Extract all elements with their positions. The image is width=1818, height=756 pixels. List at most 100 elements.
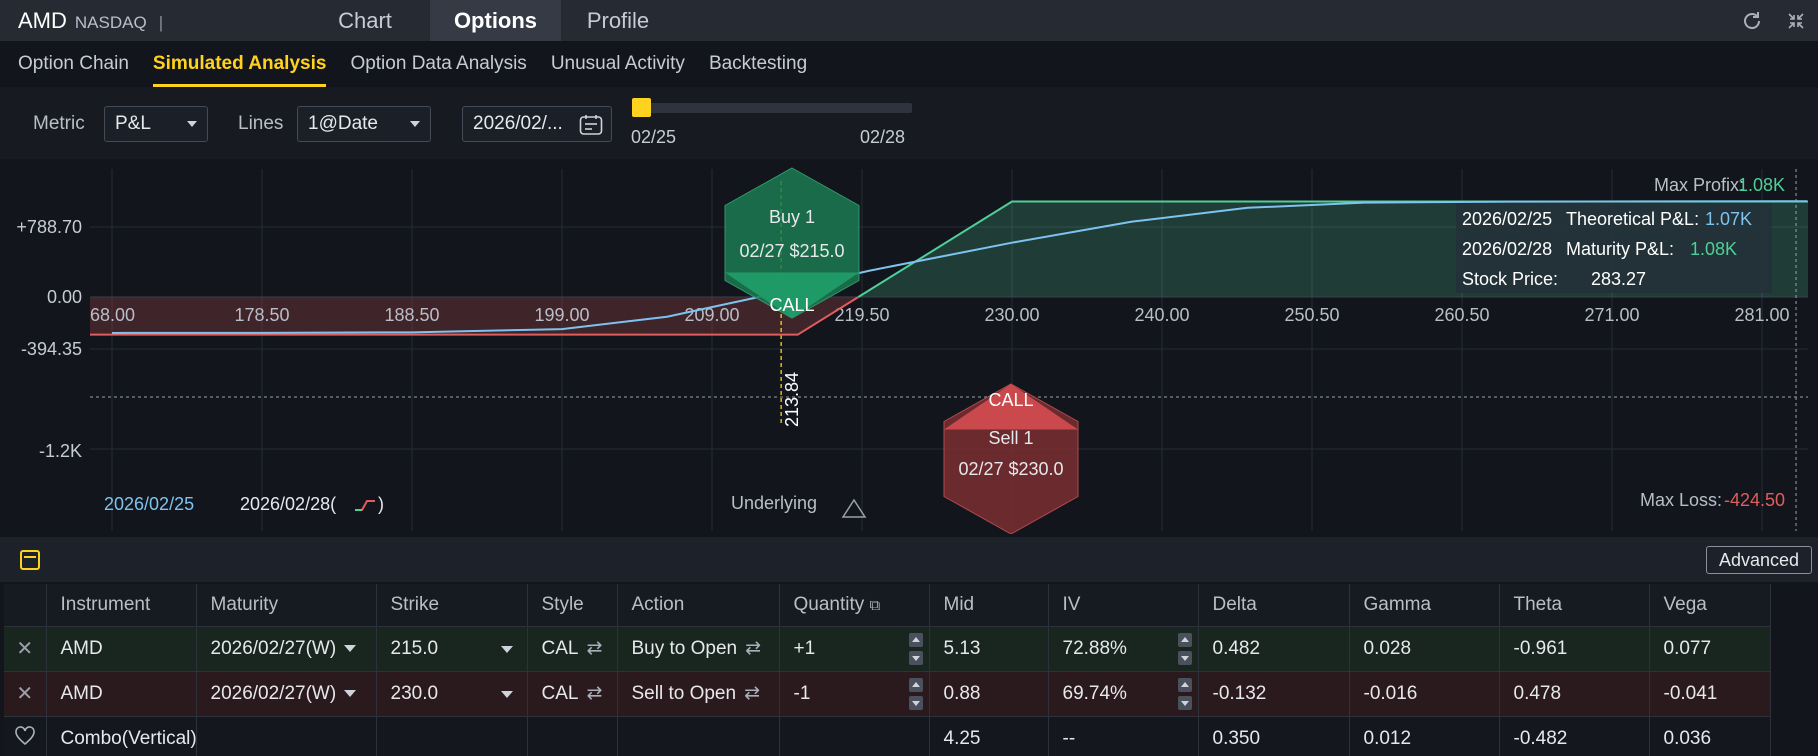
decrement-button[interactable] <box>1177 650 1192 665</box>
metric-select[interactable]: P&L <box>104 106 208 142</box>
iv-stepper[interactable]: 72.88% <box>1048 626 1199 672</box>
positions-table: Instrument Maturity Strike Style Action … <box>4 584 1771 756</box>
cell-delta: 0.482 <box>1198 626 1350 672</box>
cell-theta: 0.478 <box>1499 671 1650 717</box>
remove-leg-button[interactable]: ✕ <box>4 671 47 717</box>
table-row-combo: Combo(Vertical) 4.25 -- 0.350 0.012 -0.4… <box>4 716 1771 756</box>
sell-marker-line2: 02/27 $230.0 <box>958 459 1063 479</box>
x-tick-label: 188.50 <box>384 305 439 325</box>
header-separator: | <box>158 12 164 32</box>
column-header-quantity[interactable]: Quantity ⧉ <box>779 584 930 627</box>
chevron-down-icon <box>410 121 420 127</box>
tab-options[interactable]: Options <box>430 0 561 41</box>
metric-value: P&L <box>115 113 151 134</box>
tab-chart[interactable]: Chart <box>338 7 392 33</box>
advanced-button[interactable]: Advanced <box>1706 546 1812 574</box>
column-header-vega: Vega <box>1649 584 1771 627</box>
refresh-icon[interactable] <box>1730 0 1774 41</box>
lines-label: Lines <box>238 113 284 134</box>
swap-icon: ⇄ <box>586 638 603 659</box>
tab-unusual-activity[interactable]: Unusual Activity <box>550 53 685 74</box>
lines-select[interactable]: 1@Date <box>297 106 431 142</box>
tab-simulated-analysis[interactable]: Simulated Analysis <box>152 41 326 87</box>
tooltip-stock-label: Stock Price: <box>1462 269 1558 289</box>
x-tick-label: 178.50 <box>234 305 289 325</box>
quantity-stepper[interactable]: -1 <box>779 671 930 717</box>
buy-marker-band <box>725 272 859 318</box>
decrement-button[interactable] <box>908 695 923 710</box>
iv-stepper[interactable]: 69.74% <box>1048 671 1199 717</box>
decrement-button[interactable] <box>908 650 923 665</box>
remove-leg-button[interactable]: ✕ <box>4 626 47 672</box>
theoretical-pnl-line <box>111 200 1808 334</box>
lines-value: 1@Date <box>308 113 378 134</box>
increment-button[interactable] <box>1177 677 1192 692</box>
style-toggle[interactable]: CAL ⇄ <box>527 626 618 672</box>
favorite-combo-button[interactable] <box>4 716 47 756</box>
tab-option-data-analysis[interactable]: Option Data Analysis <box>350 53 527 74</box>
tooltip-maturity-value: 1.08K <box>1690 239 1737 259</box>
chevron-down-icon <box>187 121 197 127</box>
swap-icon: ⇄ <box>745 638 762 659</box>
cell-action: Sell to Open <box>631 683 737 704</box>
increment-button[interactable] <box>908 632 923 647</box>
sell-marker[interactable]: CALL Sell 1 02/27 $230.0 <box>943 383 1079 534</box>
sell-marker-type: CALL <box>988 390 1033 410</box>
tooltip-theoretical-label: Theoretical P&L: <box>1566 209 1699 229</box>
underlying-triangle-icon[interactable] <box>841 498 867 518</box>
max-profit-value: 1.08K <box>1738 175 1785 195</box>
strike-select[interactable]: 215.0 <box>376 626 528 672</box>
cell-gamma: 0.012 <box>1349 716 1500 756</box>
date-slider-handle[interactable] <box>632 98 651 117</box>
positions-toolbar: Advanced <box>0 537 1818 582</box>
quantity-stepper[interactable]: +1 <box>779 626 930 672</box>
maturity-select[interactable]: 2026/02/27(W) <box>196 671 377 717</box>
decrement-button[interactable] <box>1177 695 1192 710</box>
cell-vega: 0.077 <box>1649 626 1771 672</box>
cell-maturity: 2026/02/27(W) <box>210 682 337 704</box>
date-slider-track[interactable] <box>632 103 912 113</box>
exchange: NASDAQ <box>74 12 147 32</box>
strike-select[interactable]: 230.0 <box>376 671 528 717</box>
buy-marker[interactable]: Buy 1 02/27 $215.0 CALL <box>724 167 860 319</box>
y-tick-label: +788.70 <box>16 217 82 237</box>
column-header-strike: Strike <box>376 584 528 627</box>
x-tick-label: 281.00 <box>1734 305 1789 325</box>
cell-instrument: Combo(Vertical) <box>46 716 197 756</box>
swap-icon: ⇄ <box>586 683 603 704</box>
y-tick-label: -394.35 <box>21 339 82 359</box>
tab-profile[interactable]: Profile <box>586 7 650 33</box>
slider-end-label: 02/28 <box>860 127 906 147</box>
cell-vega: -0.041 <box>1649 671 1771 717</box>
cell-mid: 5.13 <box>929 626 1049 672</box>
max-loss-label: Max Loss: <box>1640 490 1722 510</box>
panel-toggle-icon[interactable] <box>20 550 40 570</box>
legend-theoretical: 2026/02/25 <box>104 494 194 514</box>
increment-button[interactable] <box>908 677 923 692</box>
cell-strike: 215.0 <box>390 637 439 659</box>
x-tick-label: 250.50 <box>1284 305 1339 325</box>
cell-empty <box>376 716 528 756</box>
column-header-delta: Delta <box>1198 584 1350 627</box>
calendar-icon[interactable] <box>579 114 603 142</box>
maturity-pnl-line-loss <box>90 296 859 336</box>
tab-backtesting[interactable]: Backtesting <box>708 53 808 74</box>
buy-marker-line2: 02/27 $215.0 <box>739 241 844 261</box>
split-icon[interactable]: ⧉ <box>869 596 881 614</box>
increment-button[interactable] <box>1177 632 1192 647</box>
sell-marker-band <box>944 384 1078 430</box>
pnl-chart[interactable]: +788.70 0.00 -394.35 -1.2K 68.00 178.50 188.5… <box>0 159 1818 534</box>
close-icon: ✕ <box>16 683 34 705</box>
tab-option-chain[interactable]: Option Chain <box>18 53 129 74</box>
column-header-action: Action <box>617 584 780 627</box>
legend-maturity-swatch <box>355 500 375 511</box>
column-header-style: Style <box>527 584 618 627</box>
action-toggle[interactable]: Sell to Open ⇄ <box>617 671 780 717</box>
cell-gamma: 0.028 <box>1349 626 1500 672</box>
action-toggle[interactable]: Buy to Open ⇄ <box>617 626 780 672</box>
collapse-icon[interactable] <box>1774 0 1818 41</box>
maturity-select[interactable]: 2026/02/27(W) <box>196 626 377 672</box>
style-toggle[interactable]: CAL ⇄ <box>527 671 618 717</box>
x-tick-label: 219.50 <box>834 305 889 325</box>
date-input[interactable]: 2026/02/... <box>462 106 612 142</box>
